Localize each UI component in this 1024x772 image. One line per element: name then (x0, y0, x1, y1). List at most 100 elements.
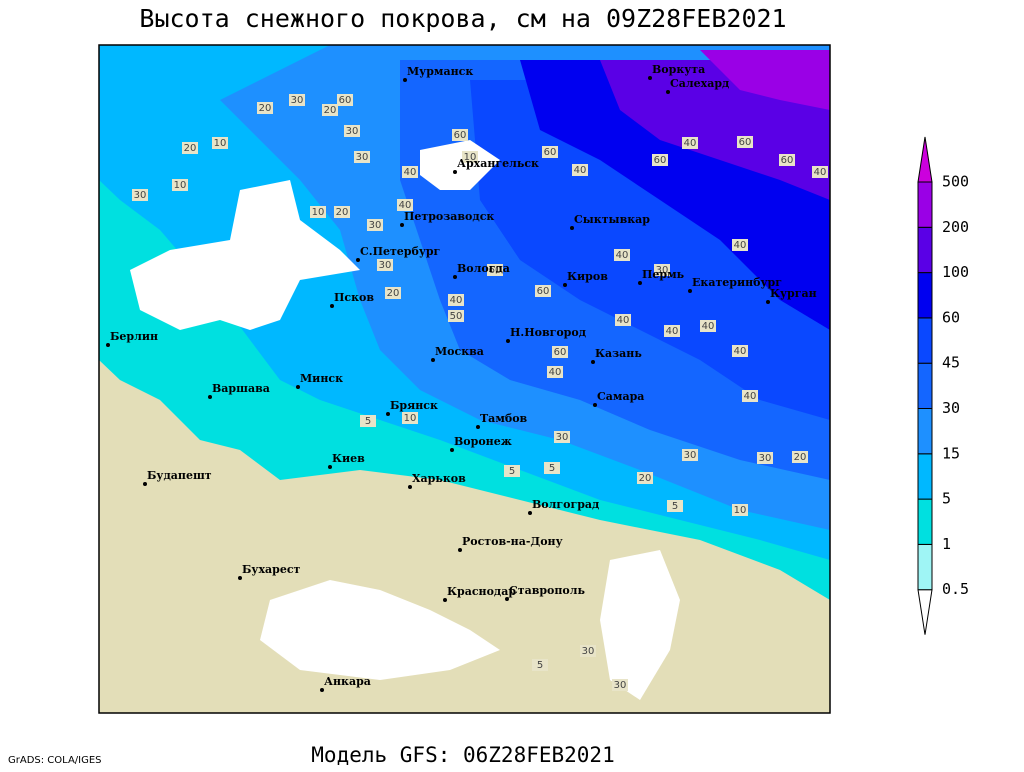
credit: GrADS: COLA/IGES (8, 755, 102, 766)
contour-label-box (354, 151, 370, 163)
contour-label-box (732, 504, 748, 516)
contour-label: 30 (582, 646, 595, 657)
city-dot (505, 597, 509, 601)
map (98, 44, 831, 714)
city-label: Петрозаводск (404, 210, 494, 223)
contour-label-box (614, 249, 630, 261)
contour-label-box (504, 465, 520, 477)
contour-label-box (737, 136, 753, 148)
contour-label: 40 (616, 250, 629, 261)
city-label: Москва (435, 345, 484, 358)
legend-low-triangle (917, 589, 933, 635)
city-label: Харьков (412, 472, 466, 485)
contour-label-box (535, 285, 551, 297)
legend-label: 500 (942, 173, 969, 191)
city-label: Брянск (390, 399, 438, 412)
contour-label-box (360, 415, 376, 427)
contour-label: 30 (614, 680, 627, 691)
contour-label: 40 (744, 391, 757, 402)
city-dot (766, 300, 770, 304)
contour-label: 40 (666, 326, 679, 337)
legend-label: 5 (942, 490, 951, 508)
legend-label: 60 (942, 308, 960, 326)
contour-label-box (615, 314, 631, 326)
city-dot (330, 304, 334, 308)
city-label: Берлин (110, 330, 158, 343)
contour-label-box (637, 472, 653, 484)
contour-label-box (682, 137, 698, 149)
contour-label-box (652, 154, 668, 166)
contour-label-box (487, 264, 503, 276)
legend-swatch (917, 181, 933, 228)
city-dot (386, 412, 390, 416)
city-label: Вологда (457, 262, 510, 275)
contour-label-box (397, 199, 413, 211)
contour-label-box (700, 320, 716, 332)
contour-label-box (732, 239, 748, 251)
contour-label-box (742, 390, 758, 402)
city-label: Архангельск (457, 157, 539, 170)
contour-label-box (182, 142, 198, 154)
city-label: Анкара (324, 675, 371, 688)
contour-label-box (289, 94, 305, 106)
contour-label-box (402, 166, 418, 178)
contour-label: 30 (759, 453, 772, 464)
contour-label: 10 (174, 180, 187, 191)
contour-label-box (402, 412, 418, 424)
contour-label-box (532, 659, 548, 671)
contour-label: 20 (184, 143, 197, 154)
contour-label: 30 (379, 260, 392, 271)
city-dot (476, 425, 480, 429)
city-dot (443, 598, 447, 602)
contour-label: 10 (734, 505, 747, 516)
contour-label-box (334, 206, 350, 218)
model-caption: Модель GFS: 06Z28FEB2021 (311, 743, 614, 767)
legend-swatch (917, 317, 933, 364)
contour-label-box (544, 462, 560, 474)
contour-label-box (554, 431, 570, 443)
legend-label: 200 (942, 218, 969, 236)
city-dot (453, 170, 457, 174)
city-dot (506, 339, 510, 343)
contour-label-box (812, 166, 828, 178)
contour-label: 40 (684, 138, 697, 149)
contour-label: 30 (684, 450, 697, 461)
contour-label: 5 (509, 466, 515, 477)
contour-label: 30 (556, 432, 569, 443)
city-dot (328, 465, 332, 469)
legend-label: 100 (942, 263, 969, 281)
contour-label: 20 (336, 207, 349, 218)
contour-label-box (580, 645, 596, 657)
contour-label: 30 (291, 95, 304, 106)
contour-label: 5 (549, 463, 555, 474)
contour-label-box (552, 346, 568, 358)
legend-swatch (917, 408, 933, 455)
city-dot (688, 289, 692, 293)
contour-label: 40 (617, 315, 630, 326)
legend-label: 30 (942, 399, 960, 417)
city-label: Тамбов (480, 412, 528, 425)
city-dot (450, 448, 454, 452)
contour-label: 20 (387, 288, 400, 299)
legend-swatch (917, 362, 933, 410)
contour-label-box (310, 206, 326, 218)
contour-label: 30 (369, 220, 382, 231)
contour-label: 60 (339, 95, 352, 106)
contour-label-box (757, 452, 773, 464)
contour-label: 60 (537, 286, 550, 297)
contour-label: 40 (734, 240, 747, 251)
contour-label: 40 (399, 200, 412, 211)
contour-label-box (172, 179, 188, 191)
city-dot (400, 223, 404, 227)
city-label: Салехард (670, 77, 729, 90)
contour-label: 5 (537, 660, 543, 671)
legend-high-triangle (917, 136, 933, 183)
city-dot (296, 385, 300, 389)
contour-label: 20 (259, 103, 272, 114)
contour-label: 40 (450, 295, 463, 306)
contour-label-box (547, 366, 563, 378)
city-label: Сыктывкар (574, 213, 650, 226)
legend-swatch (917, 543, 933, 591)
city-label: Волгоград (532, 498, 599, 511)
